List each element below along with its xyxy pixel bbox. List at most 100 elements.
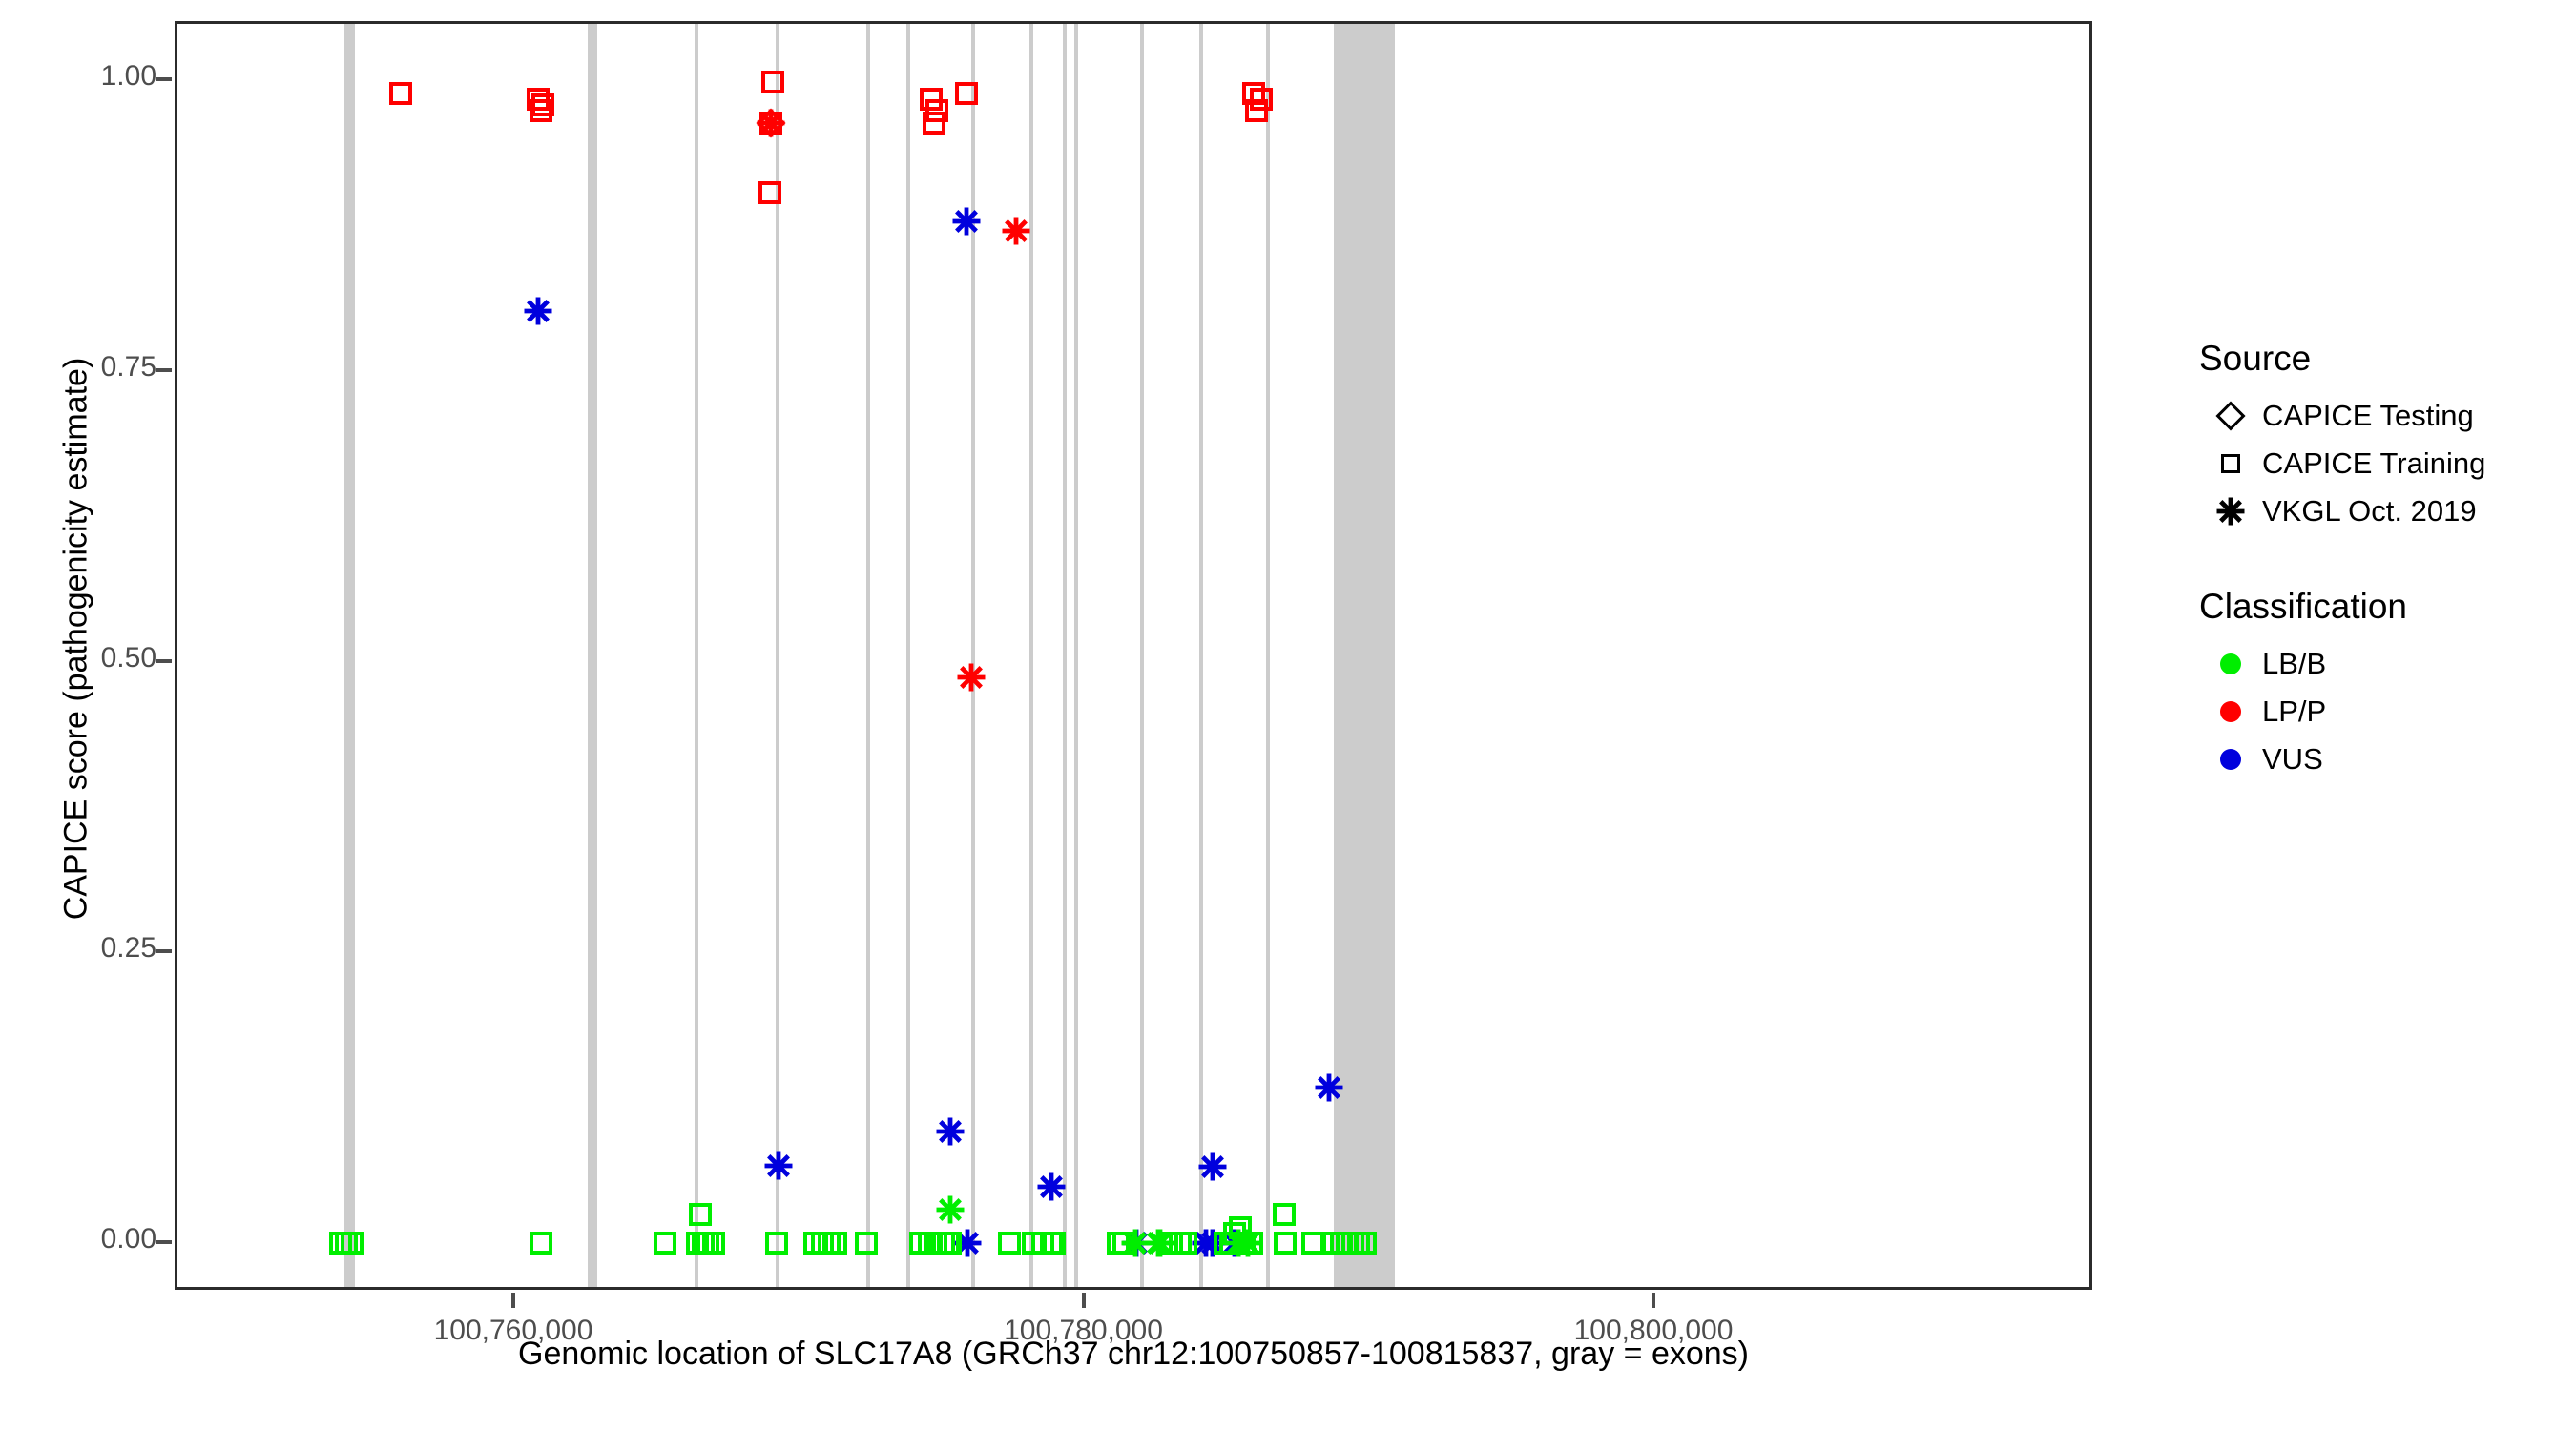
data-point-square [1301,1231,1324,1255]
data-point-square [920,88,943,112]
data-point-square [998,1231,1021,1255]
legend-label: VUS [2262,742,2323,776]
exon-band [971,24,975,1287]
data-point-star [1234,1229,1262,1257]
exon-band [695,24,698,1287]
data-point-square [818,1231,841,1255]
lpp-dot-icon [2199,701,2262,722]
y-tick-label: 0.25 [100,932,156,964]
legend-item-lp-p[interactable]: LP/P [2199,688,2571,736]
data-point-square [1223,1221,1246,1245]
data-point-star [1192,1229,1220,1257]
y-tick-label: 0.75 [100,350,156,383]
data-point-square [531,93,554,117]
data-point-square [824,1231,847,1255]
data-point-star [524,297,552,325]
vus-dot-icon [2199,749,2262,770]
data-point-star [1122,1229,1151,1257]
data-point-square [932,1231,955,1255]
data-point-square [1107,1231,1130,1255]
x-tick-mark [1652,1293,1655,1308]
legend-item-capice-training[interactable]: CAPICE Training [2199,440,2571,487]
star-marker-icon [2199,497,2262,526]
x-tick-label: 100,760,000 [433,1315,593,1346]
data-point-star [952,207,981,236]
lbb-dot-icon [2199,653,2262,674]
legend-title-source: Source [2199,339,2312,378]
data-point-square [937,1231,960,1255]
y-tick-label: 0.00 [100,1223,156,1255]
plot-panel [175,21,2092,1290]
data-point-square [761,71,784,93]
data-point-square [1245,99,1268,123]
data-point-square [811,1231,834,1255]
y-tick-mark [156,949,172,954]
data-point-square [924,1231,947,1255]
chart-legend: Source CAPICE Testing CAPICE Training VKGL … [2199,339,2571,783]
y-tick-mark [156,77,172,81]
data-point-square [1233,1231,1256,1255]
y-tick-mark [156,658,172,663]
data-point-star [1220,1229,1249,1257]
data-point-square [1112,1231,1135,1255]
legend-label: VKGL Oct. 2019 [2262,494,2477,528]
data-point-star [936,1117,965,1146]
legend-label: CAPICE Training [2262,446,2486,480]
legend-item-vkgl-oct-2019[interactable]: VKGL Oct. 2019 [2199,487,2571,535]
data-point-square [1219,1231,1242,1255]
legend-item-vus[interactable]: VUS [2199,736,2571,783]
data-point-square [918,1231,941,1255]
legend-title-classification: Classification [2199,587,2407,626]
data-point-square [530,99,552,123]
exon-band [776,24,779,1287]
data-point-square [1160,1231,1183,1255]
exon-band [1199,24,1203,1287]
y-tick-label: 0.50 [100,641,156,674]
data-point-star [1037,1172,1066,1201]
y-tick-label: 1.00 [100,60,156,92]
data-point-star [1144,1229,1173,1257]
data-point-square [1040,1231,1063,1255]
data-point-square [1031,1231,1054,1255]
data-point-square [1273,1203,1296,1227]
legend-label: LP/P [2262,695,2327,728]
data-point-square [702,1231,725,1255]
data-point-square [530,1231,552,1255]
data-point-square [923,111,945,135]
data-point-square [689,1203,712,1227]
x-tick-label: 100,800,000 [1573,1315,1734,1346]
legend-item-capice-testing[interactable]: CAPICE Testing [2199,392,2571,440]
exon-band [1334,24,1395,1287]
data-point-square [1022,1231,1045,1255]
data-point-square [1214,1231,1236,1255]
data-point-square [654,1231,676,1255]
x-axis-title: Genomic location of SLC17A8 (GRCh37 chr1… [518,1336,1749,1372]
data-point-square [1240,1231,1263,1255]
exon-band [866,24,870,1287]
exon-band [1063,24,1067,1287]
exon-band [1140,24,1144,1287]
exon-band [588,24,597,1287]
exon-band [906,24,910,1287]
data-point-star [1146,1229,1174,1257]
legend-item-lb-b[interactable]: LB/B [2199,640,2571,688]
data-point-square [1229,1215,1252,1239]
y-axis-title: CAPICE score (pathogenicity estimate) [57,357,94,921]
data-point-square [389,82,412,106]
y-tick-mark [156,1240,172,1244]
exon-band [1074,24,1078,1287]
data-point-square [696,1231,719,1255]
data-point-square [909,1231,932,1255]
data-point-star [1002,217,1030,245]
data-point-square [1242,82,1265,106]
y-tick-mark [156,367,172,372]
legend-label: CAPICE Testing [2262,399,2474,432]
data-point-star [1224,1229,1253,1257]
data-point-square [925,99,948,123]
data-point-diamond [756,108,786,138]
x-tick-label: 100,780,000 [1004,1315,1163,1346]
data-point-square [939,1231,962,1255]
exon-band [1029,24,1033,1287]
exon-band [344,24,355,1287]
